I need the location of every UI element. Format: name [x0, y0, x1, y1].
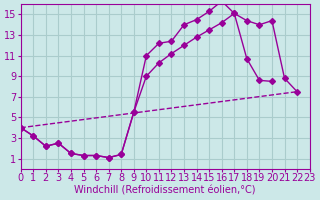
- X-axis label: Windchill (Refroidissement éolien,°C): Windchill (Refroidissement éolien,°C): [75, 186, 256, 196]
